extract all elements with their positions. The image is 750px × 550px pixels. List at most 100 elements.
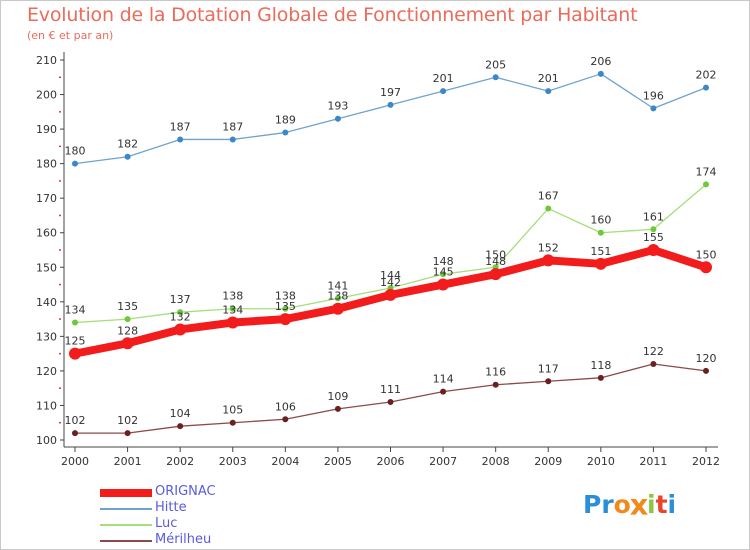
- data-label-hitte: 201: [538, 72, 559, 85]
- data-point-orignac: [542, 254, 555, 267]
- data-label-luc: 138: [275, 290, 296, 303]
- data-label-m-rilheu: 120: [696, 352, 717, 365]
- data-label-luc: 144: [380, 269, 401, 282]
- data-point-m-rilheu: [72, 430, 78, 437]
- data-label-luc: 135: [117, 300, 138, 313]
- data-label-m-rilheu: 102: [65, 414, 86, 427]
- legend-swatch: [100, 524, 152, 526]
- data-label-m-rilheu: 109: [327, 390, 348, 403]
- data-point-orignac: [700, 261, 712, 274]
- data-label-hitte: 205: [485, 58, 506, 71]
- data-label-luc: 161: [643, 210, 664, 223]
- data-label-orignac: 142: [380, 276, 401, 289]
- data-point-hitte: [124, 153, 131, 160]
- data-point-orignac: [331, 302, 344, 315]
- data-label-orignac: 152: [538, 241, 559, 254]
- data-label-orignac: 128: [117, 324, 138, 337]
- series-line-m-rilheu: [75, 363, 707, 434]
- data-point-hitte: [440, 88, 447, 95]
- data-point-m-rilheu: [650, 361, 657, 367]
- data-label-m-rilheu: 116: [485, 366, 506, 379]
- data-point-luc: [650, 226, 657, 233]
- data-point-luc: [440, 271, 447, 278]
- data-label-orignac: 151: [590, 245, 611, 258]
- data-label-hitte: 187: [170, 120, 191, 133]
- data-point-luc: [72, 319, 78, 326]
- data-label-hitte: 196: [643, 89, 664, 102]
- data-label-m-rilheu: 106: [275, 400, 296, 413]
- x-tick-label: 2012: [692, 455, 720, 468]
- y-tick-label: 170: [36, 192, 57, 205]
- data-point-hitte: [492, 74, 499, 81]
- data-point-m-rilheu: [334, 405, 341, 412]
- data-point-m-rilheu: [545, 378, 552, 385]
- data-label-luc: 141: [327, 279, 348, 292]
- x-tick-label: 2002: [166, 455, 194, 468]
- data-point-orignac: [384, 288, 397, 301]
- data-point-m-rilheu: [387, 399, 394, 405]
- x-tick-label: 2006: [377, 455, 405, 468]
- data-point-orignac: [174, 323, 187, 336]
- data-point-m-rilheu: [597, 374, 604, 381]
- data-label-hitte: 206: [590, 55, 611, 68]
- logo-letter: t: [655, 490, 668, 519]
- data-label-hitte: 201: [433, 72, 454, 85]
- data-label-m-rilheu: 114: [433, 373, 454, 386]
- x-tick-label: 2004: [271, 455, 299, 468]
- logo-letter: x: [629, 487, 649, 522]
- data-point-hitte: [72, 160, 78, 167]
- data-label-orignac: 134: [222, 304, 243, 317]
- data-point-hitte: [282, 129, 289, 136]
- data-label-m-rilheu: 118: [590, 359, 611, 372]
- y-tick-label: 180: [36, 158, 57, 171]
- data-point-orignac: [69, 347, 81, 360]
- data-point-m-rilheu: [177, 423, 184, 430]
- data-label-hitte: 197: [380, 86, 401, 99]
- x-tick-label: 2011: [639, 455, 667, 468]
- data-label-luc: 174: [696, 165, 717, 178]
- data-point-hitte: [229, 136, 236, 143]
- data-label-m-rilheu: 117: [538, 362, 559, 375]
- logo-letter: P: [583, 490, 602, 519]
- data-label-orignac: 132: [170, 310, 191, 323]
- data-label-m-rilheu: 105: [222, 404, 243, 417]
- data-point-hitte: [650, 105, 657, 112]
- y-tick-label: 190: [36, 123, 57, 136]
- logo-letter: o: [613, 490, 631, 519]
- data-label-m-rilheu: 104: [170, 407, 191, 420]
- logo-letter: r: [601, 490, 614, 519]
- y-tick-label: 210: [36, 54, 57, 67]
- chart-subtitle: (en € et par an): [27, 29, 114, 42]
- logo-letter: i: [667, 490, 677, 519]
- data-point-hitte: [387, 101, 394, 108]
- legend-label: Luc: [155, 516, 178, 531]
- data-point-hitte: [703, 84, 709, 91]
- data-point-luc: [597, 229, 604, 236]
- data-point-m-rilheu: [440, 388, 447, 395]
- legend-label: ORIGNAC: [155, 484, 216, 499]
- x-tick-label: 2008: [482, 455, 510, 468]
- x-tick-label: 2009: [534, 455, 562, 468]
- data-label-hitte: 202: [696, 69, 717, 82]
- data-label-orignac: 145: [433, 266, 454, 279]
- legend-label: Hitte: [155, 500, 187, 515]
- data-point-orignac: [121, 337, 134, 350]
- data-point-luc: [334, 295, 341, 302]
- data-point-orignac: [594, 257, 607, 270]
- x-tick-label: 2007: [429, 455, 457, 468]
- data-point-luc: [177, 309, 184, 316]
- data-label-orignac: 155: [643, 231, 664, 244]
- y-tick-label: 120: [36, 365, 57, 378]
- data-point-orignac: [226, 316, 239, 329]
- data-label-luc: 167: [538, 190, 559, 203]
- data-point-m-rilheu: [492, 381, 499, 388]
- data-point-hitte: [597, 70, 604, 77]
- legend-swatch: [100, 489, 152, 497]
- data-point-luc: [703, 181, 709, 188]
- data-label-orignac: 150: [696, 248, 717, 261]
- data-label-hitte: 189: [275, 114, 296, 127]
- data-label-luc: 137: [170, 293, 191, 306]
- data-point-luc: [124, 316, 131, 323]
- x-tick-label: 2010: [587, 455, 615, 468]
- data-point-hitte: [545, 88, 552, 95]
